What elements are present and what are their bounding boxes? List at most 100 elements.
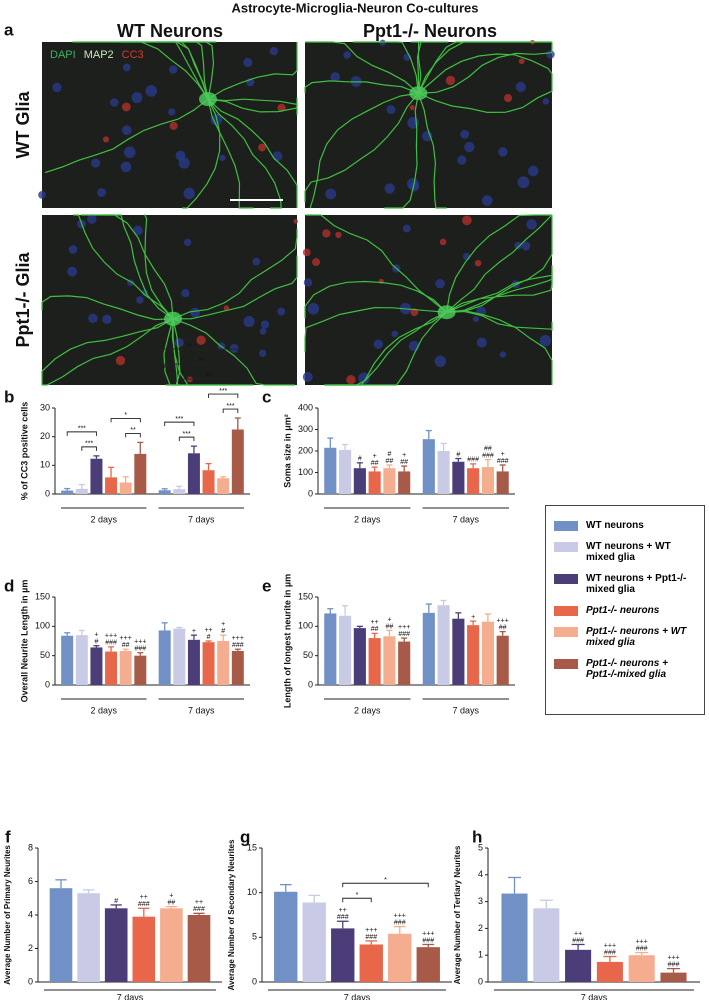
neurite [446,215,553,313]
significance-label: ** [186,343,192,350]
nucleus [52,82,62,93]
y-tick-label: 50 [303,650,313,660]
significance-symbol: # [387,451,391,458]
significance-bracket [81,446,97,451]
nucleus [434,355,447,368]
nucleus [515,81,526,92]
bar [134,453,147,494]
significance-symbol: +++ [394,912,406,919]
significance-symbol: +++ [134,639,146,646]
significance-symbol: +++ [232,635,244,642]
panel-letter: d [4,576,14,595]
nucleus [252,257,261,266]
cc3-signal [115,355,126,366]
nucleus [181,288,190,298]
column-header: WT Neurons [117,21,223,41]
significance-label: ** [199,358,205,365]
significance-symbol: # [114,898,118,905]
significance-bracket [66,431,97,436]
nucleus [407,116,420,129]
significance-symbol: # [221,628,225,635]
y-tick-label: 2 [28,943,33,953]
significance-label: *** [175,416,183,423]
x-group-label: 7 days [188,705,215,715]
bar [383,468,396,494]
y-tick-label: 8 [28,842,33,852]
significance-symbol: + [373,453,377,460]
nucleus [91,158,101,168]
significance-symbol: ### [482,452,494,459]
legend-entry: WT neurons + Ppt1-/-mixed glia [554,573,698,595]
significance-symbol: ## [484,445,492,452]
neurite [207,42,298,100]
cc3-signal [102,136,110,143]
significance-symbol: ### [604,949,616,956]
significance-bracket [222,408,239,414]
significance-symbol: ### [193,906,205,913]
nucleus [260,320,270,329]
bar [274,891,298,982]
neurite [418,42,553,94]
significance-symbol: +++ [604,942,616,949]
significance-bracket [342,882,429,888]
significance-symbol: + [501,451,505,458]
bar [660,972,687,982]
significance-symbol: ### [232,642,244,649]
nucleus [402,224,411,233]
nucleus [499,351,507,358]
significance-symbol: ### [394,919,406,926]
nucleus [122,63,131,72]
nucleus [269,47,278,56]
significance-symbol: + [192,628,196,635]
bar [359,944,383,982]
cc3-signal [409,105,415,111]
y-axis-label: Average Number of Tertiary Neurites [453,845,462,984]
nucleus [38,190,46,199]
significance-symbol: ### [497,458,509,465]
nucleus [67,266,78,277]
cc3-signal [335,231,342,239]
significance-symbol: ### [422,937,434,944]
significance-symbol: ### [636,945,648,952]
significance-label: *** [226,403,234,410]
bar [202,470,215,494]
cc3-signal [445,75,456,86]
y-tick-label: 10 [247,887,257,897]
significance-label: * [124,412,127,419]
nucleus [435,278,445,289]
significance-symbol: ### [572,937,584,944]
bar [61,490,74,494]
neurite [309,92,419,209]
neurite [417,41,550,94]
neurite [207,99,254,209]
neurite [416,41,449,94]
significance-symbol: ### [138,901,150,908]
y-tick-label: 0 [308,679,313,689]
bar [452,461,465,494]
micrograph [42,215,297,385]
legend-entry: Ppt1-/- neurons [554,605,698,616]
cc3-signal [169,121,178,130]
cc3-signal [258,143,266,152]
neurite [305,214,447,313]
micrograph [305,42,552,208]
cc3-signal [121,102,131,112]
nucleus [259,349,267,357]
significance-symbol: ## [371,460,379,467]
neurite [207,98,298,208]
legend-label: WT neurons + Ppt1-/-mixed glia [586,573,687,595]
bar [339,615,352,685]
significance-symbol: +++ [398,624,410,631]
bar [75,488,88,494]
x-group-label: 2 days [90,705,117,715]
neurite [352,41,419,94]
significance-symbol: # [207,634,211,641]
bar [160,908,183,982]
x-group-label: 7 days [581,992,608,1000]
legend-swatch [554,542,578,552]
nucleus [481,195,493,206]
significance-symbol: ### [668,961,680,968]
panel-letter: a [4,20,14,39]
legend-entry: WT neurons [554,520,698,531]
x-group-label: 7 days [188,514,215,524]
